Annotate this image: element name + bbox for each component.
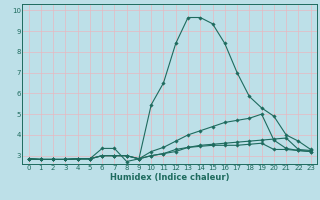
X-axis label: Humidex (Indice chaleur): Humidex (Indice chaleur) [110, 173, 229, 182]
